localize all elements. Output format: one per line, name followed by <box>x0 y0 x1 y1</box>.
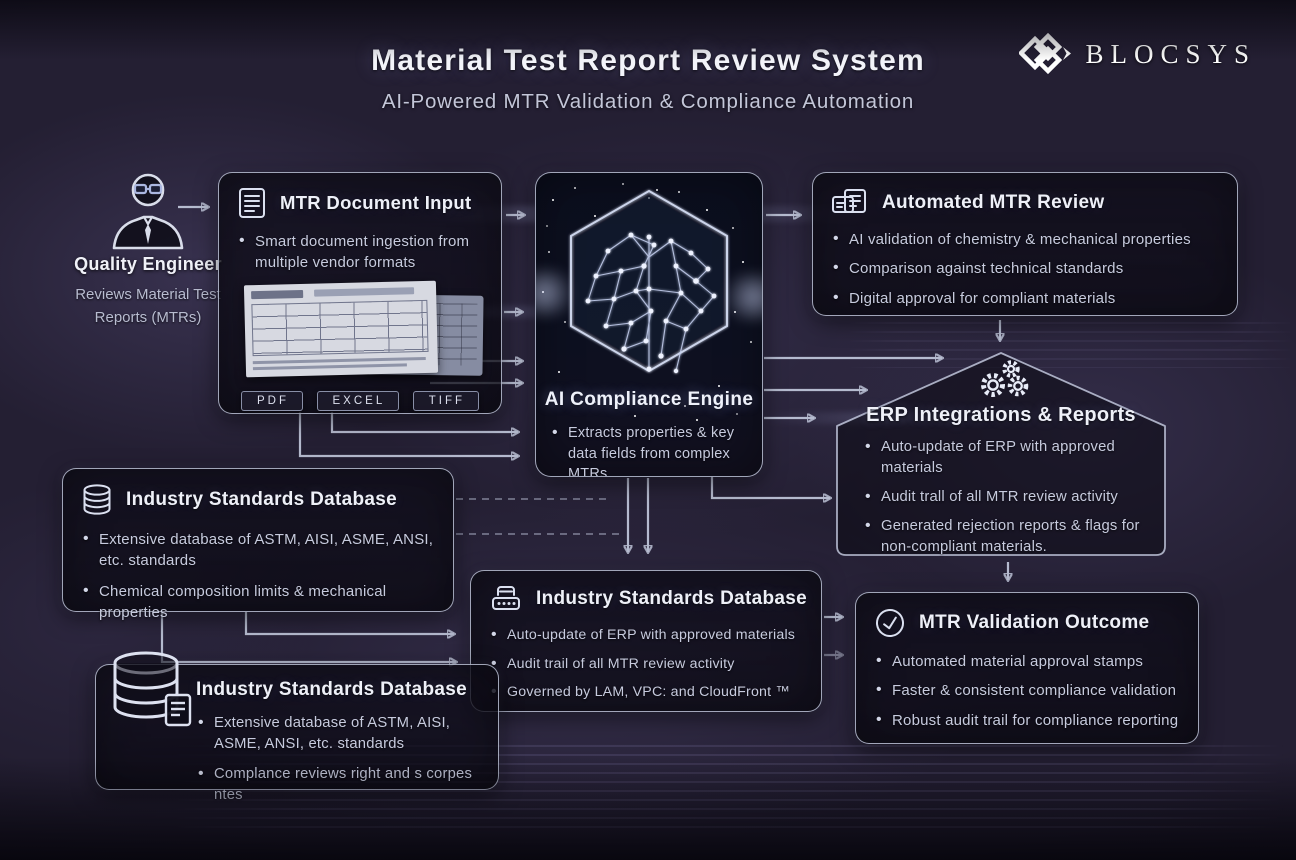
bullet: Chemical composition limits & mechanical… <box>83 580 439 624</box>
bullet: Extensive database of ASTM, AISI, ASME, … <box>83 528 439 572</box>
bullet: Audit trall of all MTR review activity <box>865 486 1141 509</box>
node-mtr-validation-outcome: MTR Validation Outcome Automated materia… <box>855 592 1199 744</box>
bullet: Comparison against technical standards <box>833 257 1223 280</box>
card-title: Industry Standards Database <box>536 588 808 609</box>
bullet: Auto-update of ERP with approved materia… <box>865 436 1141 479</box>
card-header: Industry Standards Database <box>63 469 453 519</box>
bullet: Robust audit trail for compliance report… <box>876 709 1184 732</box>
check-circle-icon <box>876 609 904 637</box>
mtr-sample-document <box>235 280 485 381</box>
card-header: Industry Standards Database <box>471 571 821 615</box>
node-standards-database-bottom: Industry Standards Database Extensive da… <box>95 651 499 803</box>
actor-name: Quality Engineer <box>74 254 222 274</box>
card-title: Industry Standards Database <box>126 489 398 510</box>
page-subtitle: AI-Powered MTR Validation & Compliance A… <box>381 90 915 113</box>
brain-hexagon-icon <box>570 189 728 374</box>
card-title: ERP Integrations & Reports <box>866 404 1136 426</box>
bullet-list: AI validation of chemistry & mechanical … <box>813 228 1237 310</box>
bullet-list: Auto-update of ERP with approved materia… <box>835 436 1167 558</box>
card-header: MTR Validation Outcome <box>856 593 1198 641</box>
diamonds-logo-icon <box>1019 32 1072 75</box>
format-badges: PDF EXCEL TIFF <box>241 390 479 411</box>
node-mtr-document-input: MTR Document Input Smart document ingest… <box>218 172 502 414</box>
documents-review-icon <box>832 189 866 213</box>
document-icon <box>239 188 265 218</box>
database-document-icon <box>113 651 192 727</box>
node-automated-mtr-review: Automated MTR Review AI validation of ch… <box>812 172 1238 316</box>
sample-sheet-front <box>243 280 439 377</box>
bullet: Faster & consistent compliance validatio… <box>876 679 1184 702</box>
bullet: Governed by LAM, VPC: and CloudFront ™ <box>491 681 807 704</box>
card-title: MTR Validation Outcome <box>919 612 1150 633</box>
database-icon <box>83 484 111 515</box>
bullet-list: Extensive database of ASTM, AISI, ASME, … <box>63 528 453 624</box>
node-standards-database-center: Industry Standards Database Auto-update … <box>470 570 822 712</box>
bullet-list: Automated material approval stamps Faste… <box>856 650 1198 732</box>
bullet: Auto-update of ERP with approved materia… <box>491 624 807 647</box>
actor-description: Reviews Material Test Reports (MTRs) <box>75 286 221 327</box>
card-title: AI Compliance Engine <box>544 389 754 410</box>
bullet: Extracts properties & key data fields fr… <box>552 422 748 476</box>
brand-logo-text: BLOCSYS <box>1085 38 1256 69</box>
card-header: MTR Document Input <box>219 173 501 221</box>
bullet-list: Extracts properties & key data fields fr… <box>536 422 762 476</box>
node-erp-integrations: ERP Integrations & Reports Auto-update o… <box>835 350 1167 558</box>
badge-excel: EXCEL <box>316 390 400 411</box>
pentagon-content: ERP Integrations & Reports Auto-update o… <box>835 350 1167 558</box>
bullet-list: Smart document ingestion from multiple v… <box>219 230 501 274</box>
card-title: Automated MTR Review <box>882 192 1105 213</box>
card-title: Industry Standards Database <box>196 679 468 700</box>
brand-logo: BLOCSYS <box>1019 30 1256 78</box>
node-ai-compliance-engine: AI Compliance Engine Extracts properties… <box>535 172 763 477</box>
bullet: Audit trail of all MTR review activity <box>491 653 807 676</box>
card-header: Automated MTR Review <box>813 173 1237 221</box>
bullet-list: Auto-update of ERP with approved materia… <box>471 624 821 704</box>
bullet: Digital approval for compliant materials <box>833 287 1223 310</box>
card-title: MTR Document Input <box>280 192 472 213</box>
bullet: Smart document ingestion from multiple v… <box>239 230 487 274</box>
person-icon <box>112 173 184 250</box>
quality-engineer-actor: Quality Engineer Reviews Material Test R… <box>64 170 232 330</box>
bullet: AI validation of chemistry & mechanical … <box>833 228 1223 251</box>
node-standards-database-left: Industry Standards Database Extensive da… <box>62 468 454 621</box>
server-icon <box>492 586 520 610</box>
bullet: Complance reviews right and s corpes nte… <box>198 763 484 806</box>
bullet: Generated rejection reports & flags for … <box>865 515 1141 558</box>
badge-pdf: PDF <box>241 390 303 411</box>
badge-tiff: TIFF <box>412 390 479 411</box>
bullet: Extensive database of ASTM, AISI, ASME, … <box>198 712 484 755</box>
bullet: Automated material approval stamps <box>876 650 1184 673</box>
